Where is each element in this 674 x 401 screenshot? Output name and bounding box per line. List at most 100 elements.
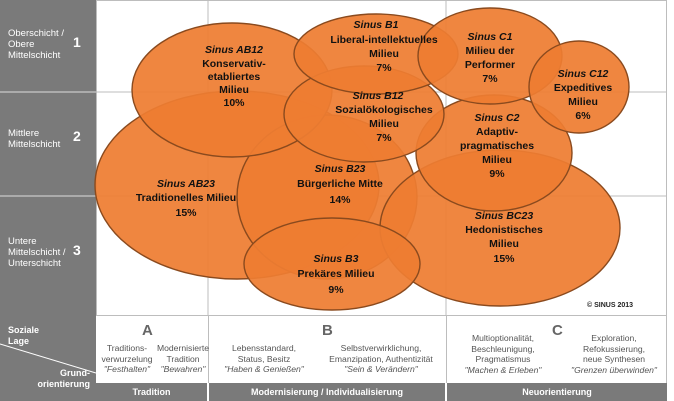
b1-quote: "Haben & Genießen" bbox=[224, 364, 304, 374]
label-ab12-line1: Konservativ- bbox=[202, 58, 266, 70]
milieu-shapes bbox=[94, 7, 630, 311]
row-label-2-text: Mittlere Mittelschicht bbox=[8, 128, 60, 150]
c2-line3: neue Synthesen bbox=[582, 354, 646, 364]
label-ab12-line3: Milieu bbox=[219, 84, 249, 96]
row-3-line-2: Mittelschicht / bbox=[8, 247, 66, 258]
social-class-axis bbox=[0, 0, 96, 316]
label-c1-code: Sinus C1 bbox=[468, 31, 513, 43]
b2-line2: Emanzipation, Authentizität bbox=[329, 353, 433, 364]
row-label-2-number: 2 bbox=[73, 128, 81, 144]
label-bc23-line2: Milieu bbox=[489, 238, 519, 250]
row-label-1-number: 1 bbox=[73, 34, 81, 50]
label-c12-line2: Milieu bbox=[568, 96, 598, 108]
label-b1-code: Sinus B1 bbox=[354, 19, 399, 31]
bottom-divider-2 bbox=[446, 316, 447, 383]
label-ab23-line1: Traditionelles Milieu bbox=[136, 192, 236, 204]
soziale-lage-line1: Soziale bbox=[8, 325, 40, 335]
label-b3-share: 9% bbox=[328, 284, 344, 296]
column-a-letter: A bbox=[142, 322, 153, 339]
b2-quote: "Sein & Verändern" bbox=[344, 364, 418, 374]
label-bc23-code: Sinus BC23 bbox=[475, 210, 534, 222]
milieu-map: Sinus AB12 Konservativ- etabliertes Mili… bbox=[0, 0, 667, 316]
label-ab23-share: 15% bbox=[175, 207, 197, 219]
a1-quote: "Festhalten" bbox=[103, 364, 151, 374]
label-b23-code: Sinus B23 bbox=[315, 163, 366, 175]
a1-line1: Traditions- bbox=[106, 343, 148, 353]
label-ab12-line2: etabliertes bbox=[208, 71, 261, 83]
b2-line1: Selbstverwirklichung, bbox=[340, 343, 422, 353]
label-ab12-share: 10% bbox=[223, 97, 245, 109]
row-1-line-3: Mittelschicht bbox=[8, 50, 61, 61]
label-b1-line2: Milieu bbox=[369, 48, 399, 60]
column-c-sub-2: Exploration, Refokussierung, neue Synthe… bbox=[562, 333, 666, 375]
band-neuorientierung: Neuorientierung bbox=[447, 383, 667, 401]
b1-line2: Status, Besitz bbox=[237, 353, 291, 364]
label-b1-share: 7% bbox=[376, 62, 392, 74]
label-c2-code: Sinus C2 bbox=[475, 112, 520, 124]
label-b12-share: 7% bbox=[376, 132, 392, 144]
c2-line2: Refokussierung, bbox=[582, 343, 646, 354]
row-2-line-2: Mittelschicht bbox=[8, 139, 61, 150]
label-c1-share: 7% bbox=[482, 73, 498, 85]
grundorientierung-line1: Grund- bbox=[60, 368, 90, 378]
label-b3-line1: Prekäres Milieu bbox=[297, 268, 374, 280]
row-3-line-1: Untere bbox=[8, 236, 37, 247]
label-c1-line1: Milieu der bbox=[465, 45, 514, 57]
row-2-line-1: Mittlere bbox=[8, 128, 40, 139]
label-b3-code: Sinus B3 bbox=[314, 253, 359, 265]
column-c-sub-1: Multioptionalität, Beschleunigung, Pragm… bbox=[452, 333, 554, 375]
label-b23-share: 14% bbox=[329, 194, 351, 206]
label-b12-line1: Sozialökologisches bbox=[335, 104, 433, 116]
a2-quote: "Bewahren" bbox=[160, 364, 206, 374]
label-c12-code: Sinus C12 bbox=[558, 68, 609, 80]
milieu-shape-expeditives bbox=[528, 40, 630, 134]
copyright-notice: © SINUS 2013 bbox=[587, 302, 634, 309]
label-c12-line1: Expeditives bbox=[554, 82, 613, 94]
label-c12-share: 6% bbox=[575, 110, 591, 122]
row-label-3-text: Untere Mittelschicht / Unterschicht bbox=[8, 236, 66, 269]
row-label-1-text: Oberschicht / Obere Mittelschicht bbox=[8, 28, 64, 61]
soziale-lage-line2: Lage bbox=[8, 336, 30, 346]
column-a-sub-1: Traditions- verwurzelung "Festhalten" bbox=[98, 343, 156, 375]
a2-line1: Modernisierte bbox=[156, 343, 210, 353]
label-bc23-line1: Hedonistisches bbox=[465, 224, 543, 236]
label-ab12-code: Sinus AB12 bbox=[205, 44, 263, 56]
band-modernisierung: Modernisierung / Individualisierung bbox=[209, 383, 445, 401]
column-b-sub-1: Lebensstandard, Status, Besitz "Haben & … bbox=[214, 343, 314, 375]
column-b-sub-2: Selbstverwirklichung, Emanzipation, Auth… bbox=[318, 343, 444, 375]
c1-line3: Pragmatismus bbox=[475, 354, 531, 364]
axis-corner-diagonal bbox=[0, 343, 96, 374]
c1-line2: Beschleunigung, bbox=[471, 343, 535, 354]
label-b1-line1: Liberal-intellektuelles bbox=[330, 34, 438, 46]
soziale-lage-label: Soziale Lage bbox=[8, 325, 39, 347]
band-tradition: Tradition bbox=[96, 383, 207, 401]
label-c1-line2: Performer bbox=[465, 59, 515, 71]
bottom-divider-3 bbox=[666, 316, 667, 383]
row-1-line-2: Obere bbox=[8, 39, 35, 50]
row-label-2: Mittlere Mittelschicht 2 bbox=[0, 128, 96, 168]
c2-line1: Exploration, bbox=[591, 333, 637, 343]
label-c2-line3: Milieu bbox=[482, 154, 512, 166]
milieu-shape-prekaeres bbox=[243, 217, 421, 311]
c1-line1: Multioptionalität, bbox=[471, 333, 535, 343]
row-label-3: Untere Mittelschicht / Unterschicht 3 bbox=[0, 236, 96, 286]
label-b12-code: Sinus B12 bbox=[353, 90, 404, 102]
row-label-1: Oberschicht / Obere Mittelschicht 1 bbox=[0, 28, 96, 78]
label-c2-line2: pragmatisches bbox=[460, 140, 534, 152]
a1-line2: verwurzelung bbox=[101, 353, 153, 364]
column-a-sub-2: Modernisierte Tradition "Bewahren" bbox=[156, 343, 210, 375]
column-c-letter: C bbox=[552, 322, 563, 339]
b1-line1: Lebensstandard, bbox=[231, 343, 297, 353]
c1-quote: "Machen & Erleben" bbox=[464, 364, 542, 375]
milieu-labels: Sinus AB12 Konservativ- etabliertes Mili… bbox=[136, 19, 613, 296]
row-3-line-3: Unterschicht bbox=[8, 258, 61, 269]
label-ab23-code: Sinus AB23 bbox=[157, 178, 215, 190]
label-c2-share: 9% bbox=[489, 168, 505, 180]
axis-corner-labels: Soziale Lage Grund- orientierung bbox=[0, 316, 96, 401]
grundorientierung-label: Grund- orientierung bbox=[37, 368, 90, 390]
label-b23-line1: Bürgerliche Mitte bbox=[297, 178, 383, 190]
label-bc23-share: 15% bbox=[493, 253, 515, 265]
row-label-3-number: 3 bbox=[73, 242, 81, 258]
bottom-divider-1 bbox=[208, 316, 209, 383]
